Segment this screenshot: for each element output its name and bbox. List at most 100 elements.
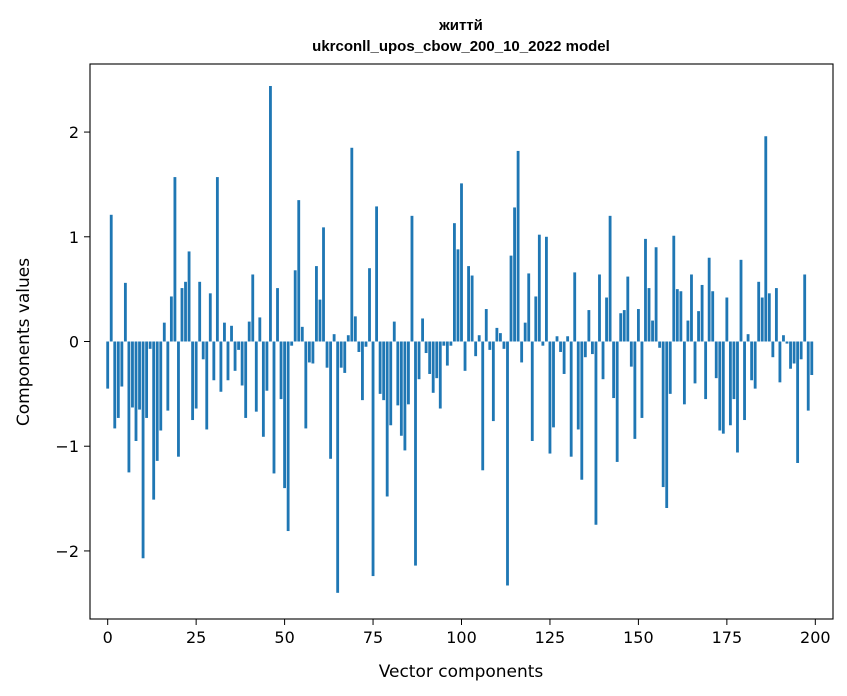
- bar-163: [682, 341, 686, 405]
- bar-69: [350, 147, 354, 342]
- bar-129: [562, 341, 566, 374]
- bar-138: [594, 341, 598, 525]
- bar-148: [629, 341, 633, 367]
- y-tick-label-1: 1: [69, 228, 79, 247]
- bar-134: [580, 341, 584, 480]
- bar-18: [169, 296, 173, 342]
- bar-118: [523, 322, 527, 342]
- bar-109: [491, 341, 495, 422]
- bar-31: [215, 177, 219, 342]
- bar-87: [414, 341, 417, 566]
- bar-19: [173, 177, 177, 342]
- bar-162: [679, 291, 683, 342]
- bar-194: [792, 341, 796, 364]
- bar-104: [474, 341, 478, 357]
- bar-110: [495, 327, 499, 342]
- bar-78: [382, 341, 386, 401]
- bar-111: [499, 333, 502, 342]
- bar-96: [445, 341, 449, 366]
- bar-66: [339, 341, 343, 368]
- x-tick-label-150: 150: [623, 628, 654, 647]
- bar-33: [223, 322, 226, 342]
- bar-144: [615, 341, 619, 462]
- bar-51: [286, 341, 290, 532]
- x-axis-ticks: 0 25 50 75 100 125 150 175 200: [103, 619, 831, 647]
- bar-198: [806, 341, 810, 411]
- bar-82: [396, 341, 400, 406]
- bar-39: [244, 341, 248, 418]
- bar-178: [736, 341, 739, 453]
- plot-frame: [89, 63, 834, 620]
- bar-84: [403, 341, 407, 451]
- bar-135: [583, 341, 587, 358]
- bar-26: [198, 281, 202, 342]
- bar-124: [545, 236, 548, 342]
- bar-90: [424, 341, 428, 354]
- bar-125: [548, 341, 552, 454]
- bar-132: [573, 272, 577, 342]
- bar-172: [714, 341, 718, 379]
- bar-25: [194, 341, 198, 409]
- bar-161: [675, 289, 679, 342]
- bar-192: [785, 341, 789, 344]
- bar-32: [219, 341, 223, 392]
- bar-154: [651, 320, 654, 342]
- bar-151: [640, 341, 644, 418]
- bar-112: [502, 341, 506, 349]
- bar-185: [760, 297, 764, 342]
- bar-171: [711, 291, 715, 342]
- bar-47: [272, 341, 276, 474]
- bar-5: [123, 282, 127, 342]
- bar-60: [318, 299, 322, 342]
- chart-subtitle: ukrconll_upos_cbow_200_10_2022 model: [312, 38, 610, 55]
- bar-105: [477, 335, 481, 342]
- bar-122: [537, 234, 541, 342]
- bar-186: [764, 136, 768, 342]
- bar-16: [162, 322, 166, 342]
- bar-29: [208, 293, 212, 342]
- bar-117: [520, 341, 524, 363]
- bar-55: [300, 326, 304, 342]
- bar-188: [771, 341, 775, 358]
- bar-73: [364, 341, 368, 347]
- bar-58: [311, 341, 315, 364]
- bar-79: [385, 341, 389, 497]
- bar-159: [668, 341, 672, 394]
- bar-137: [590, 341, 594, 355]
- bar-174: [721, 341, 725, 434]
- bar-98: [453, 223, 456, 342]
- bar-94: [438, 341, 442, 409]
- bar-169: [704, 341, 708, 400]
- bar-46: [269, 85, 272, 342]
- bar-54: [297, 200, 301, 342]
- bar-64: [332, 334, 336, 342]
- bar-136: [587, 310, 591, 342]
- bar-14: [155, 341, 159, 461]
- y-tick-label-0: 0: [69, 333, 79, 352]
- bar-3: [116, 341, 120, 418]
- bar-62: [325, 341, 329, 368]
- bar-30: [212, 341, 216, 381]
- bar-35: [230, 325, 233, 342]
- bar-99: [456, 249, 460, 342]
- bar-1: [109, 214, 113, 342]
- bar-4: [120, 341, 124, 387]
- bar-56: [304, 341, 308, 429]
- bar-89: [421, 318, 424, 342]
- bar-181: [746, 334, 750, 342]
- bar-74: [368, 268, 371, 342]
- bar-48: [276, 288, 279, 342]
- bar-83: [399, 341, 403, 436]
- bar-149: [633, 341, 637, 439]
- bar-65: [336, 341, 340, 593]
- bar-160: [672, 235, 676, 342]
- bar-13: [152, 341, 156, 500]
- bar-199: [810, 341, 814, 376]
- bar-2: [113, 341, 117, 429]
- bar-114: [509, 255, 513, 342]
- bar-86: [410, 215, 414, 342]
- bar-130: [566, 336, 570, 342]
- bar-128: [559, 341, 562, 352]
- x-tick-label-100: 100: [446, 628, 477, 647]
- bar-6: [127, 341, 131, 473]
